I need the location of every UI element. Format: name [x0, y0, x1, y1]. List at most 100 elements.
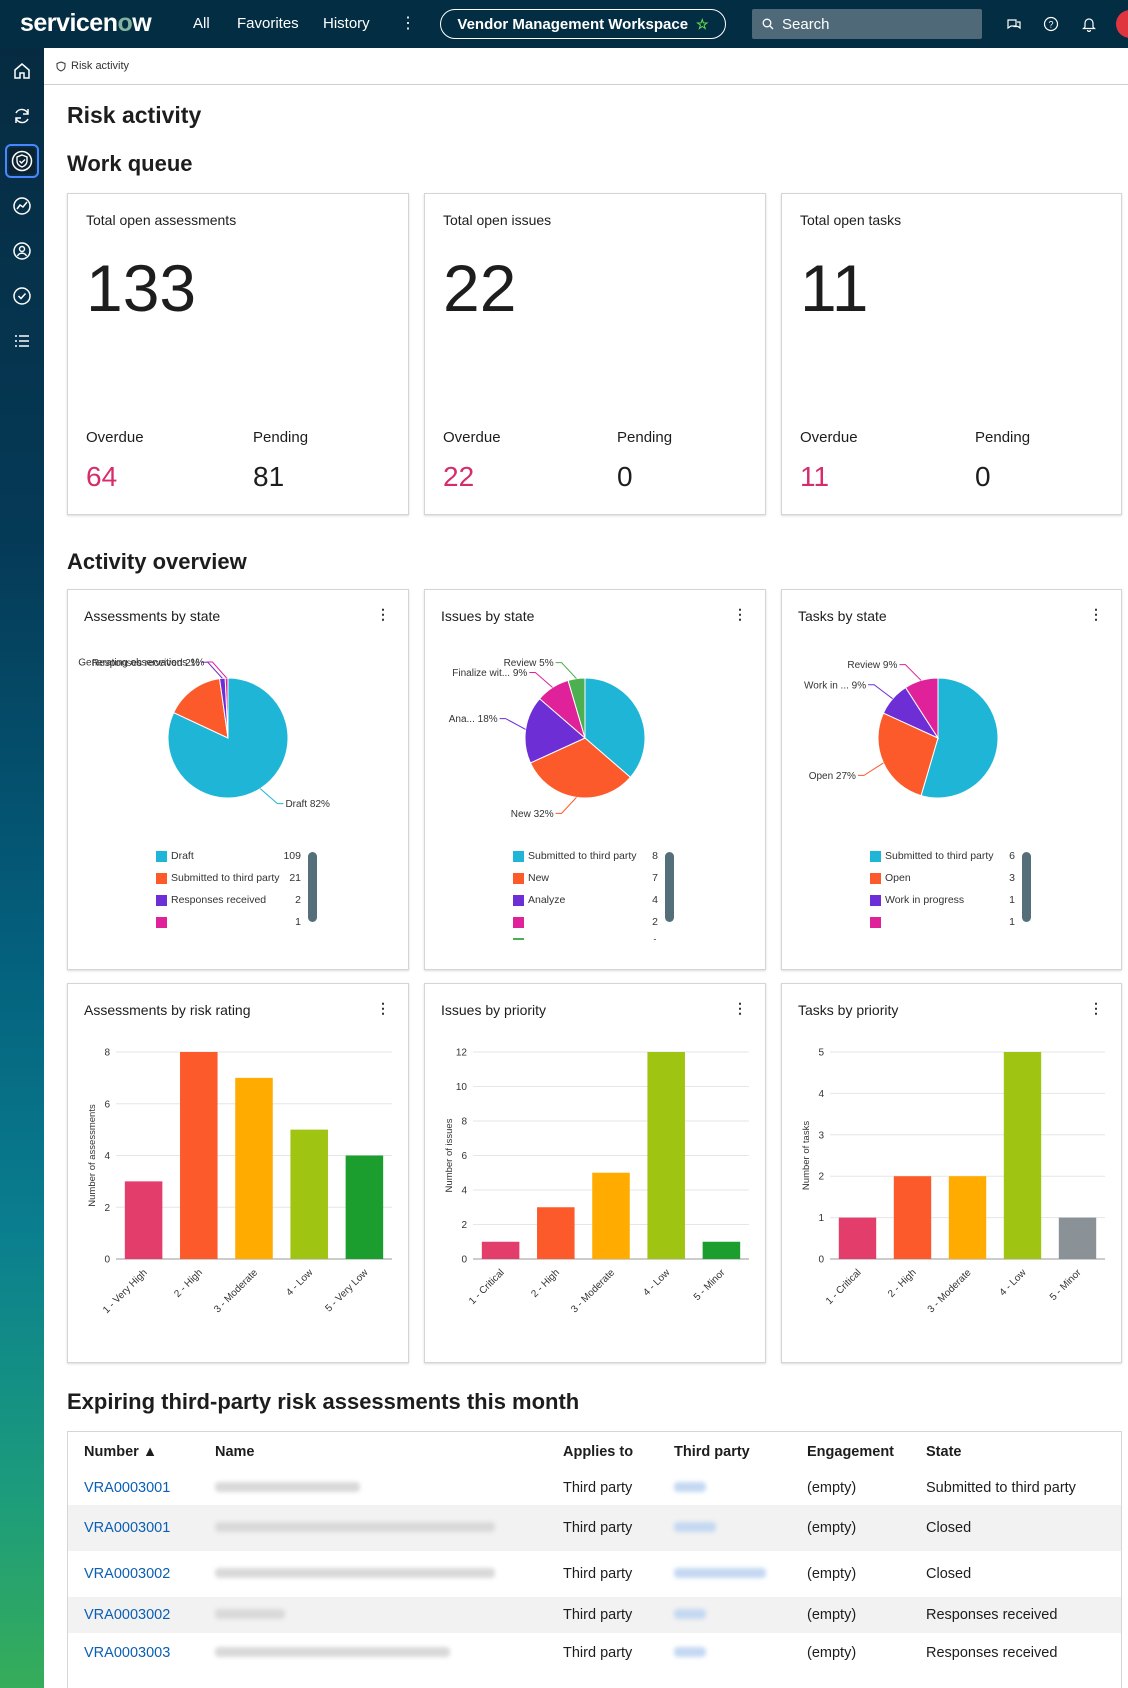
legend-item[interactable]: Open 3 — [870, 872, 1020, 885]
home-icon[interactable] — [9, 58, 35, 84]
workspace-selector[interactable]: Vendor Management Workspace ☆ — [440, 9, 726, 39]
legend-item[interactable]: Submitted to third party 8 — [513, 850, 663, 863]
pie-slice[interactable] — [529, 737, 632, 799]
number-link[interactable]: VRA0003002 — [68, 1597, 199, 1633]
legend-item[interactable]: 1 — [513, 937, 663, 940]
stat-card-assessments[interactable]: Total open assessments 133 Overdue Pendi… — [67, 193, 409, 515]
global-search[interactable] — [752, 9, 982, 39]
pie-slice[interactable] — [584, 677, 646, 778]
overdue-count[interactable]: 11 — [800, 461, 830, 492]
more-options-icon[interactable]: ⋮ — [376, 1000, 390, 1016]
bar[interactable] — [290, 1129, 328, 1259]
legend-scrollbar[interactable] — [308, 852, 317, 922]
column-header-name[interactable]: Name — [215, 1443, 255, 1460]
breadcrumb-item-risk-activity[interactable]: Risk activity — [71, 60, 130, 72]
table-row[interactable]: VRA0003001 Third party (empty) Closed — [68, 1505, 1121, 1551]
bar[interactable] — [537, 1207, 575, 1259]
legend-item[interactable]: Analyze 4 — [513, 894, 663, 907]
third-party-cell[interactable] — [658, 1597, 791, 1633]
pie-slice[interactable] — [167, 677, 289, 799]
column-header-state[interactable]: State — [926, 1443, 962, 1460]
user-avatar[interactable] — [1116, 10, 1128, 38]
column-header-number[interactable]: Number ▲ — [84, 1443, 158, 1460]
nav-favorites[interactable]: Favorites — [237, 15, 299, 32]
stat-card-total[interactable]: 11 — [800, 251, 869, 325]
bar[interactable] — [1003, 1052, 1042, 1259]
stat-card-total[interactable]: 22 — [443, 251, 517, 325]
column-header-engagement[interactable]: Engagement — [807, 1443, 895, 1460]
bar[interactable] — [345, 1155, 384, 1260]
help-icon[interactable]: ? — [1040, 13, 1062, 35]
favorite-star-icon[interactable]: ☆ — [696, 15, 709, 32]
nav-more-icon[interactable]: ⋮ — [400, 15, 416, 32]
legend-item[interactable]: Work in progress 1 — [870, 894, 1020, 907]
number-link[interactable]: VRA0003001 — [84, 1480, 171, 1496]
column-header-third-party[interactable]: Third party — [674, 1443, 750, 1460]
legend-item[interactable]: 2 — [513, 916, 663, 928]
stat-card-total[interactable]: 133 — [86, 251, 197, 325]
bar[interactable] — [838, 1217, 877, 1259]
redacted-third-party[interactable] — [674, 1482, 706, 1492]
bar[interactable] — [180, 1052, 218, 1259]
pie-slice[interactable] — [904, 677, 939, 740]
more-options-icon[interactable]: ⋮ — [1089, 1000, 1103, 1016]
pie-slice[interactable] — [172, 678, 229, 739]
notifications-bell-icon[interactable] — [1078, 13, 1100, 35]
legend-scrollbar[interactable] — [1022, 852, 1031, 922]
bar[interactable] — [647, 1052, 685, 1259]
legend-item[interactable]: Submitted to third party 6 — [870, 850, 1020, 863]
stat-card-tasks[interactable]: Total open tasks 11 Overdue Pending 11 0 — [781, 193, 1122, 515]
overdue-count[interactable]: 22 — [443, 461, 475, 492]
legend-item[interactable]: 1 — [156, 916, 306, 928]
bar[interactable] — [592, 1172, 630, 1259]
nav-history[interactable]: History — [323, 15, 370, 32]
risk-shield-icon[interactable] — [5, 144, 39, 178]
third-party-cell[interactable] — [658, 1471, 791, 1505]
number-link[interactable]: VRA0003001 — [68, 1505, 199, 1551]
bar[interactable] — [1058, 1217, 1097, 1259]
more-options-icon[interactable]: ⋮ — [376, 606, 390, 622]
pending-count[interactable]: 0 — [975, 461, 991, 492]
pie-slice[interactable] — [224, 677, 229, 739]
overdue-count[interactable]: 64 — [86, 461, 118, 492]
check-circle-icon[interactable] — [9, 283, 35, 309]
bar[interactable] — [948, 1176, 987, 1259]
bar[interactable] — [235, 1077, 273, 1259]
servicenow-logo[interactable]: servicenow — [20, 9, 152, 37]
table-row[interactable]: VRA0003002 Third party (empty) Closed — [68, 1551, 1121, 1597]
column-header-applies-to[interactable]: Applies to — [563, 1443, 634, 1460]
bar[interactable] — [893, 1176, 932, 1259]
bar[interactable] — [481, 1241, 520, 1259]
table-row[interactable]: VRA0003001 Third party (empty) Submitted… — [68, 1471, 1121, 1505]
number-link[interactable]: VRA0003003 — [84, 1645, 171, 1661]
legend-item[interactable]: Submitted to third party 21 — [156, 872, 306, 885]
table-row[interactable]: VRA0003002 Third party (empty) Responses… — [68, 1597, 1121, 1633]
legend-scrollbar[interactable] — [665, 852, 674, 922]
vendor-portfolio-icon[interactable] — [9, 238, 35, 264]
number-link[interactable]: VRA0003002 — [84, 1566, 171, 1582]
pie-slice[interactable] — [920, 677, 999, 799]
more-options-icon[interactable]: ⋮ — [733, 606, 747, 622]
stat-card-issues[interactable]: Total open issues 22 Overdue Pending 22 … — [424, 193, 766, 515]
pie-slice[interactable] — [524, 698, 586, 764]
analytics-icon[interactable] — [9, 193, 35, 219]
third-party-cell[interactable] — [658, 1633, 791, 1673]
chat-icon[interactable] — [1003, 13, 1025, 35]
legend-item[interactable]: New 7 — [513, 872, 663, 885]
list-icon[interactable] — [9, 328, 35, 354]
more-options-icon[interactable]: ⋮ — [1089, 606, 1103, 622]
redacted-third-party[interactable] — [674, 1568, 766, 1578]
bar[interactable] — [124, 1181, 163, 1259]
pending-count[interactable]: 81 — [253, 461, 285, 492]
third-party-cell[interactable] — [658, 1551, 791, 1597]
legend-item[interactable]: Draft 109 — [156, 850, 306, 863]
third-party-cell[interactable] — [658, 1505, 791, 1551]
bar[interactable] — [702, 1241, 741, 1259]
legend-item[interactable]: 1 — [870, 916, 1020, 928]
redacted-third-party[interactable] — [674, 1647, 706, 1657]
redacted-third-party[interactable] — [674, 1609, 706, 1619]
nav-all[interactable]: All — [193, 15, 210, 32]
table-row[interactable]: VRA0003003 Third party (empty) Responses… — [68, 1633, 1121, 1673]
pending-count[interactable]: 0 — [617, 461, 633, 492]
more-options-icon[interactable]: ⋮ — [733, 1000, 747, 1016]
